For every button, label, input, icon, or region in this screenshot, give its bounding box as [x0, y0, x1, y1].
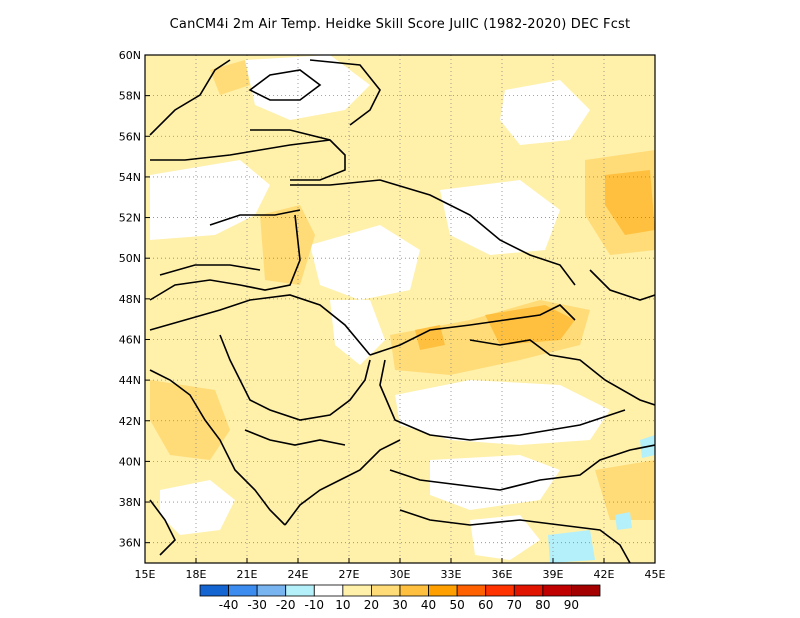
no-skill-cyprus — [470, 515, 540, 560]
no-skill-tyrrhenian — [160, 480, 235, 535]
adriatic-coast — [149, 369, 286, 526]
no-skill-ukraine-west — [310, 225, 420, 300]
longitude-axis: 15E 18E 21E 24E 27E 30E 33E 36E 39E 42E 45E — [135, 558, 666, 581]
lat-tick-label: 54N — [119, 171, 141, 184]
lat-tick-label: 48N — [119, 293, 141, 306]
colorbar: -40 -30 -20 -10 10 20 30 40 50 60 70 80 90 — [199, 584, 601, 612]
italy-heel-coast — [149, 499, 176, 556]
colorbar-swatch — [428, 584, 458, 597]
colorbar-label: 60 — [478, 598, 493, 612]
poland-internal-border — [209, 209, 301, 226]
colorbar-label: -10 — [304, 598, 324, 612]
sea-of-azov-coast — [469, 339, 655, 406]
no-skill-germany — [150, 160, 270, 240]
colorbar-label: -20 — [276, 598, 296, 612]
lat-tick-label: 42N — [119, 415, 141, 428]
colorbar-swatch — [285, 584, 315, 597]
skill-field — [145, 55, 655, 563]
skill-30-40-east-russia — [605, 170, 655, 235]
czech-border — [159, 264, 261, 276]
lon-tick-label: 18E — [186, 568, 207, 581]
skill-20-30-balkans — [150, 380, 230, 460]
colorbar-swatch — [342, 584, 372, 597]
lat-tick-label: 58N — [119, 90, 141, 103]
greece-north-border — [244, 429, 346, 446]
colorbar-label: 20 — [364, 598, 379, 612]
skill-negative-turkey-southeast — [548, 530, 595, 563]
colorbar-swatch — [485, 584, 515, 597]
lon-tick-label: 36E — [492, 568, 513, 581]
colorbar-swatch — [199, 584, 229, 597]
romania-bulgaria-border — [219, 334, 371, 421]
colorbar-swatch — [256, 584, 287, 597]
colorbar-swatch — [542, 584, 572, 597]
lon-tick-label: 21E — [237, 568, 258, 581]
skill-20-30-caucasus — [595, 460, 655, 520]
russia-kazakh-border — [589, 269, 655, 301]
no-skill-moldova — [330, 300, 385, 365]
colorbar-label: 40 — [421, 598, 436, 612]
skill-20-30-poland — [260, 205, 315, 285]
no-skill-russia-north — [500, 80, 590, 145]
colorbar-swatch — [313, 584, 344, 597]
no-skill-anatolia — [430, 455, 560, 510]
colorbar-label: 50 — [450, 598, 465, 612]
lon-tick-label: 30E — [390, 568, 411, 581]
lon-tick-label: 15E — [135, 568, 156, 581]
lon-tick-label: 42E — [594, 568, 615, 581]
colorbar-label: -40 — [219, 598, 239, 612]
lon-tick-label: 39E — [543, 568, 564, 581]
lat-tick-label: 38N — [119, 496, 141, 509]
colorbar-swatch — [371, 584, 401, 597]
colorbar-swatch — [571, 584, 601, 597]
aegean-north-coast — [284, 439, 401, 526]
lat-tick-label: 36N — [119, 537, 141, 550]
colorbar-label: 90 — [564, 598, 579, 612]
baltic-south-coast — [150, 139, 331, 161]
colorbar-swatch — [228, 584, 258, 597]
lon-tick-label: 33E — [441, 568, 462, 581]
colorbar-label: 70 — [507, 598, 522, 612]
skill-negative-small — [615, 512, 632, 530]
chart-title: CanCM4i 2m Air Temp. Heidke Skill Score … — [169, 17, 631, 32]
latitude-axis: 60N 58N 56N 54N 52N 50N 48N 46N 44N 42N 40N 38N 36N — [119, 49, 150, 550]
black-sea-south-coast — [379, 359, 626, 441]
lat-tick-label: 44N — [119, 374, 141, 387]
poland-southern-border — [149, 214, 301, 301]
skill-20-30-scandinavia — [210, 60, 250, 95]
gotland-baltic-coast — [248, 69, 322, 101]
lat-tick-label: 40N — [119, 455, 141, 468]
lat-tick-label: 56N — [119, 130, 141, 143]
colorbar-label: 80 — [535, 598, 550, 612]
lon-tick-label: 45E — [645, 568, 666, 581]
lat-tick-label: 60N — [119, 49, 141, 62]
anatolia-south-coast — [399, 509, 631, 563]
colorbar-label: -30 — [247, 598, 267, 612]
anatolia-north — [389, 444, 655, 491]
black-sea-north-coast — [369, 304, 576, 356]
lon-tick-label: 27E — [339, 568, 360, 581]
colorbar-label: 10 — [335, 598, 350, 612]
carpathian-border — [149, 294, 371, 356]
colorbar-swatch — [456, 584, 487, 597]
coastlines-borders — [149, 59, 655, 563]
colorbar-swatch — [513, 584, 544, 597]
lat-tick-label: 52N — [119, 212, 141, 225]
no-skill-ukraine-east — [440, 180, 560, 255]
belarus-ukraine-border — [290, 179, 576, 286]
lat-tick-label: 46N — [119, 333, 141, 346]
gulf-of-finland-coast — [309, 59, 381, 126]
no-skill-baltic — [245, 55, 370, 120]
skill-30-40-odessa — [415, 325, 445, 350]
scandinavia-coast — [149, 59, 231, 136]
colorbar-label: 30 — [392, 598, 407, 612]
lithuania-border — [250, 129, 346, 181]
skill-30-40-crimea — [485, 305, 575, 345]
lon-tick-label: 24E — [288, 568, 309, 581]
colorbar-swatch — [399, 584, 429, 597]
lat-tick-label: 50N — [119, 252, 141, 265]
